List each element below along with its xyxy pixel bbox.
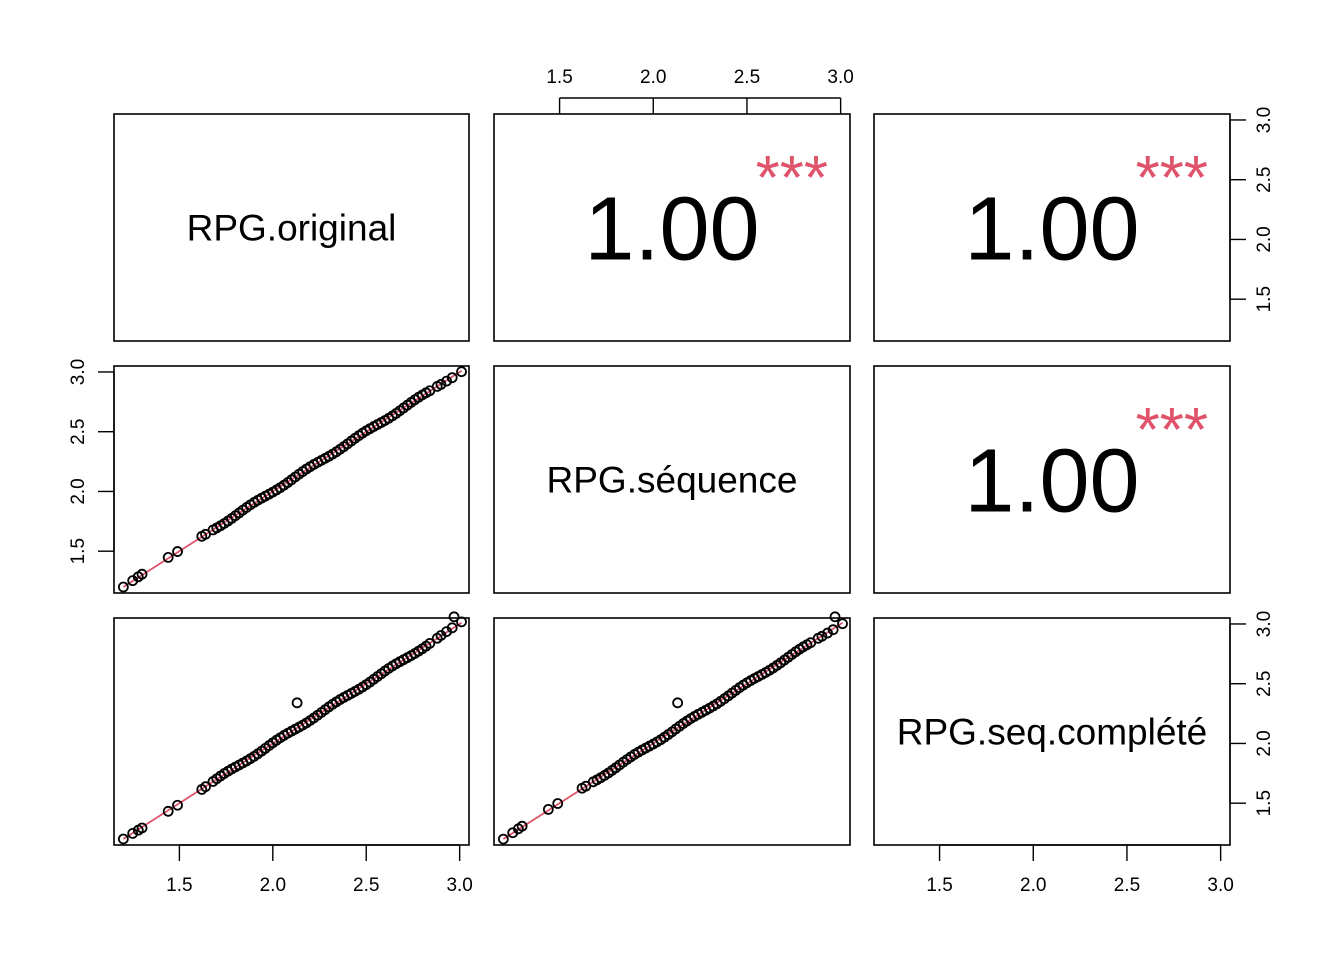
- significance-stars-2: ***: [1136, 396, 1208, 465]
- scatter-point-p0-68: [435, 378, 447, 390]
- scatter-point-p1-71: [456, 616, 467, 628]
- variable-label-1: RPG.séquence: [547, 460, 798, 501]
- bottom-axis-tick-label-c2-3: 3.0: [1207, 875, 1233, 896]
- scatter-point-p2-5: [552, 798, 564, 809]
- panel-box-r1-c1: [493, 365, 851, 594]
- scatter-outlier-p1-1: [448, 611, 460, 623]
- scatter-point-p1-3: [136, 822, 148, 834]
- left-axis-tick-label-3: 3.0: [68, 359, 89, 385]
- scatter-point-p2-70: [827, 624, 839, 636]
- scatter-point-p1-66: [424, 638, 436, 649]
- scatter-point-p2-0: [497, 833, 509, 845]
- fit-line-0: [122, 370, 463, 588]
- top-axis-tick-label-1: 2.0: [640, 67, 666, 88]
- right-axis-tick-label-r0-1: 2.0: [1254, 226, 1275, 252]
- right-axis-tick-label-r2-3: 3.0: [1254, 611, 1275, 637]
- fit-line-2: [502, 622, 843, 840]
- panel-box-r2-c1: [493, 617, 851, 846]
- scatter-point-p0-69: [441, 375, 452, 387]
- scatter-point-p1-0: [117, 833, 129, 845]
- right-axis-tick-label-r0-2: 2.5: [1254, 166, 1275, 192]
- significance-stars-0: ***: [756, 144, 828, 213]
- scatter-point-p0-70: [446, 372, 458, 384]
- bottom-axis-tick-label-c0-2: 2.5: [353, 875, 379, 896]
- panel-box-r0-c0: [113, 113, 470, 342]
- panel-box-r0-c1: [493, 113, 851, 342]
- scatter-point-p2-69: [822, 627, 833, 639]
- scatter-point-p0-0: [117, 581, 129, 593]
- variable-label-2: RPG.seq.complété: [897, 712, 1208, 753]
- scatter-point-p0-3: [136, 568, 148, 580]
- scatter-point-p2-3: [516, 820, 528, 832]
- top-axis-tick-label-0: 1.5: [546, 67, 572, 88]
- bottom-axis-tick-label-c0-0: 1.5: [166, 875, 192, 896]
- correlation-value-2: 1.00: [964, 432, 1139, 532]
- left-axis-tick-label-0: 1.5: [68, 538, 89, 564]
- panel-box-r1-c2: [873, 365, 1231, 594]
- left-axis-tick-label-1: 2.0: [68, 478, 89, 504]
- scatter-outlier-p2-0: [672, 697, 684, 709]
- bottom-axis-tick-label-c0-3: 3.0: [446, 875, 472, 896]
- scatter-point-p0-5: [172, 546, 183, 557]
- variable-label-0: RPG.original: [187, 208, 397, 249]
- scatter-outlier-p1-0: [291, 697, 303, 709]
- correlation-value-0: 1.00: [584, 180, 759, 280]
- scatter-point-p1-5: [172, 799, 183, 811]
- scatter-point-p2-68: [816, 630, 828, 642]
- bottom-axis-tick-label-c0-1: 2.0: [260, 875, 286, 896]
- scatter-point-p2-4: [542, 803, 554, 815]
- correlation-value-1: 1.00: [964, 180, 1139, 280]
- bottom-axis-tick-label-c2-1: 2.0: [1020, 875, 1046, 896]
- right-axis-tick-label-r0-3: 3.0: [1254, 107, 1275, 133]
- bottom-axis-tick-label-c2-0: 1.5: [926, 875, 952, 896]
- right-axis-tick-label-r2-0: 1.5: [1254, 790, 1275, 816]
- significance-stars-1: ***: [1136, 144, 1208, 213]
- right-axis-tick-label-r2-1: 2.0: [1254, 730, 1275, 756]
- scatter-point-p2-71: [837, 618, 848, 630]
- top-axis-tick-label-2: 2.5: [734, 67, 760, 88]
- scatter-outlier-p2-1: [829, 611, 841, 623]
- bottom-axis-tick-label-c2-2: 2.5: [1114, 875, 1140, 896]
- scatter-point-p1-7: [200, 781, 211, 793]
- scatter-point-p0-71: [456, 366, 467, 378]
- right-axis-tick-label-r0-0: 1.5: [1254, 286, 1275, 312]
- scatter-point-p1-4: [162, 805, 174, 817]
- left-axis-tick-label-2: 2.5: [68, 418, 89, 444]
- scatter-point-p1-70: [446, 622, 458, 634]
- scatter-point-p0-4: [162, 552, 174, 563]
- top-axis-tick-label-3: 3.0: [827, 67, 853, 88]
- scatter-point-p1-1: [127, 828, 139, 839]
- right-axis-tick-label-r2-2: 2.5: [1254, 670, 1275, 696]
